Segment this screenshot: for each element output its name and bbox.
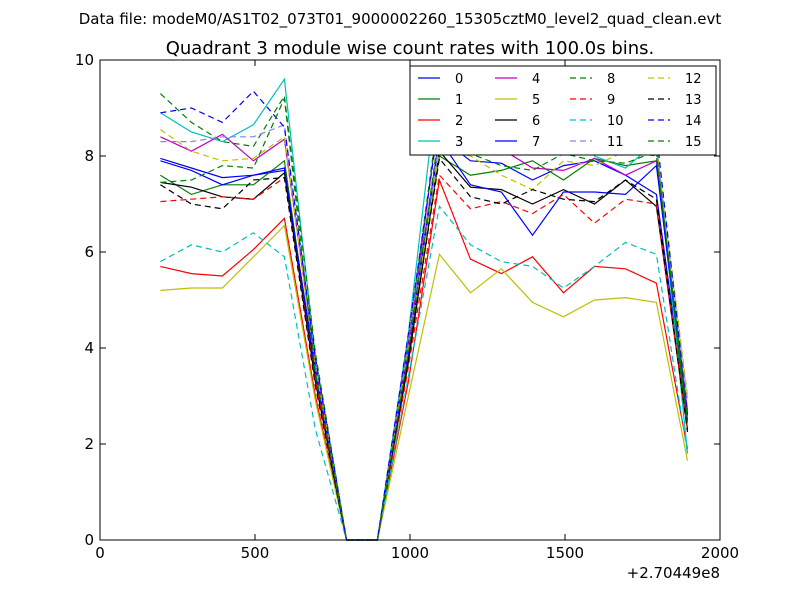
x-offset-label: +2.70449e8 xyxy=(627,564,720,582)
x-tick-label: 1500 xyxy=(546,544,584,562)
x-tick-label: 0 xyxy=(95,544,105,562)
series-layer xyxy=(159,65,689,541)
legend-label-15: 15 xyxy=(685,135,702,150)
legend-label-4: 4 xyxy=(532,72,540,87)
series-line-15 xyxy=(160,96,689,541)
series-line-2 xyxy=(160,177,689,541)
legend-label-11: 11 xyxy=(607,135,624,150)
legend-label-8: 8 xyxy=(607,72,615,87)
legend-label-3: 3 xyxy=(455,135,463,150)
x-tick-label: 500 xyxy=(241,544,270,562)
legend-label-6: 6 xyxy=(532,114,540,129)
series-line-9 xyxy=(160,173,689,541)
series-line-12 xyxy=(160,129,689,541)
legend-label-10: 10 xyxy=(607,114,624,129)
y-tick-label: 2 xyxy=(84,435,94,453)
legend-label-13: 13 xyxy=(685,93,702,108)
legend-label-7: 7 xyxy=(532,135,540,150)
legend-label-1: 1 xyxy=(455,93,463,108)
chart-suptitle: Data file: modeM0/AS1T02_073T01_90000022… xyxy=(79,10,722,29)
series-line-13 xyxy=(160,156,689,541)
chart-title: Quadrant 3 module wise count rates with … xyxy=(166,38,655,59)
series-line-5 xyxy=(160,224,689,541)
legend-label-2: 2 xyxy=(455,114,463,129)
ticks-layer xyxy=(99,59,721,541)
legend-label-5: 5 xyxy=(532,93,540,108)
y-tick-label: 0 xyxy=(84,531,94,549)
legend-label-0: 0 xyxy=(455,72,463,87)
y-tick-label: 4 xyxy=(84,339,94,357)
series-line-14 xyxy=(160,90,689,541)
legend-box xyxy=(409,65,717,156)
series-line-6 xyxy=(160,149,689,541)
series-line-3 xyxy=(160,65,689,541)
y-tick-label: 8 xyxy=(84,147,94,165)
legend-label-12: 12 xyxy=(685,72,702,87)
legend-label-14: 14 xyxy=(685,114,702,129)
series-line-10 xyxy=(160,205,689,541)
y-tick-label: 10 xyxy=(75,51,94,69)
x-tick-label: 2000 xyxy=(701,544,739,562)
legend-label-9: 9 xyxy=(607,93,615,108)
y-tick-label: 6 xyxy=(84,243,94,261)
x-tick-label: 1000 xyxy=(391,544,429,562)
